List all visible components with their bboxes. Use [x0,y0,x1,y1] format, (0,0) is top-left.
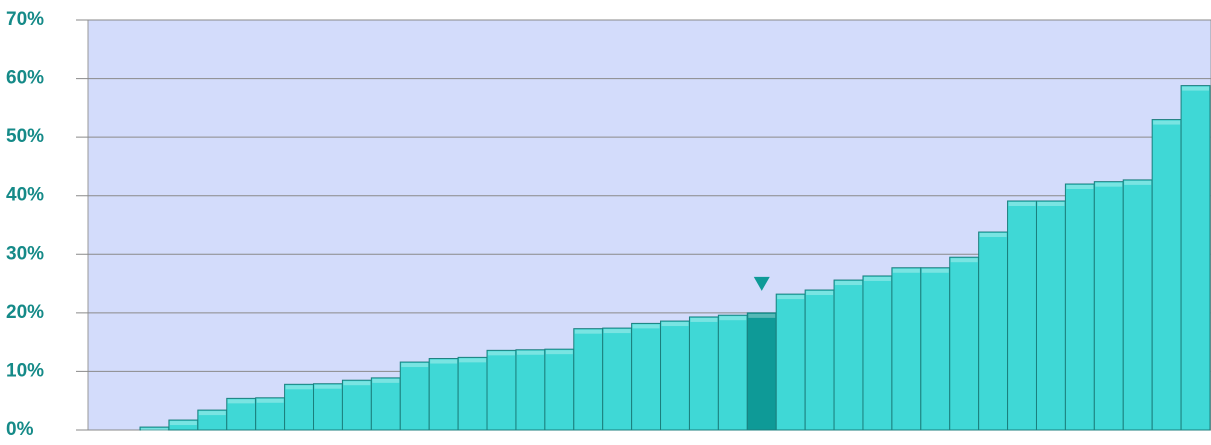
y-tick-label: 50% [6,126,44,147]
bar-top [256,398,284,403]
bar-top [227,399,255,404]
bar-top [459,358,487,363]
bar [1007,200,1037,431]
bar [660,320,690,431]
bar-top [1153,120,1181,125]
bar [284,383,315,431]
bar [891,267,922,431]
bar [515,349,546,431]
bar-top [574,329,602,334]
bar-top [1037,201,1065,206]
bar-top [777,295,805,300]
bar [949,256,980,431]
bar-top [1008,201,1036,206]
bar [775,293,806,431]
bar [1035,200,1066,431]
bar [631,322,662,431]
bar-top [141,428,168,433]
highlight-marker [753,276,770,291]
bar [1093,181,1124,431]
bar-top [545,350,573,355]
bar-top [1095,182,1123,187]
bar-top [1124,180,1152,185]
bar [746,312,777,431]
bar-top [950,258,978,263]
bar-top [401,363,429,368]
bar [399,361,430,431]
bar [313,383,343,431]
bar-top [748,313,776,318]
bar [1064,183,1095,431]
bar-top [863,276,891,281]
y-tick-label: 70% [6,9,44,30]
bar-top [719,316,747,321]
bar [573,328,604,431]
bar-top [285,385,313,390]
bar-top [892,268,920,273]
bar-top [835,281,862,286]
bar [544,348,575,431]
bar [602,327,633,431]
bar [978,231,1009,431]
y-tick-label: 20% [6,302,44,323]
bar [370,377,401,431]
bar [717,314,748,431]
bar [804,289,835,431]
bar-top [488,351,515,356]
y-tick-label: 10% [6,360,44,381]
y-tick-label: 60% [6,68,44,89]
bar-top [806,291,834,296]
bar-top [430,359,458,364]
bar-top [343,381,371,386]
bar [688,316,719,431]
bar-top [603,329,631,334]
bar [1122,179,1153,431]
bar [1180,85,1211,431]
y-tick-label: 30% [6,243,44,264]
bar [486,349,517,431]
bar-top [632,324,660,329]
bar-top [661,322,689,327]
bar-top [314,384,342,389]
bar-top [921,268,949,273]
bar [862,275,893,431]
bar-top [979,233,1007,238]
bar [341,379,372,431]
bar-top [198,411,226,416]
bar-top [690,317,718,322]
bar-top [1182,86,1209,91]
y-tick-label: 40% [6,185,44,206]
bar [833,279,864,431]
y-tick-label: 0% [6,419,34,440]
bar-top [372,378,400,383]
bar [457,356,488,431]
bar-top [169,421,197,426]
bar-top [1066,185,1094,189]
bar [1151,119,1182,431]
bar [428,358,459,431]
bar [920,267,951,431]
bar-top [516,350,544,355]
